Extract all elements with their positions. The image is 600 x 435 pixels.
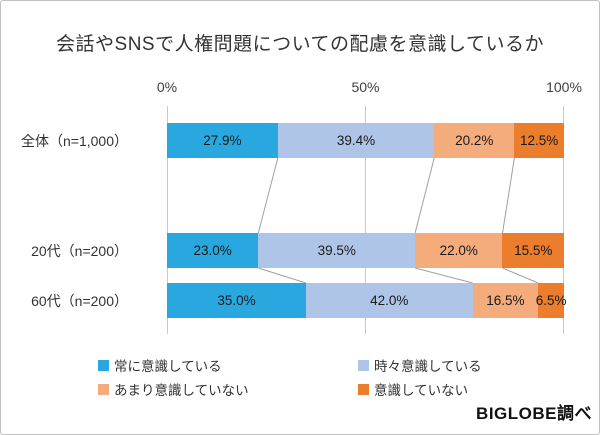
bar-segment: 42.0% bbox=[305, 283, 473, 318]
bar-value-label: 39.4% bbox=[336, 133, 376, 148]
bar-segment: 16.5% bbox=[472, 283, 539, 318]
bar-segment: 39.4% bbox=[277, 123, 435, 158]
x-tick-label: 50% bbox=[351, 79, 380, 95]
bar-value-label: 23.0% bbox=[193, 243, 232, 258]
gridline bbox=[167, 106, 168, 334]
bar-segment: 22.0% bbox=[415, 233, 503, 268]
gridline bbox=[365, 106, 366, 334]
bar-value-label: 35.0% bbox=[217, 293, 256, 308]
category-label: 全体（n=1,000） bbox=[21, 132, 128, 149]
bar-segment: 6.5% bbox=[535, 283, 567, 318]
legend-swatch bbox=[98, 359, 109, 371]
bar-value-label: 42.0% bbox=[370, 293, 409, 308]
category-label: 20代（n=200） bbox=[31, 242, 128, 259]
legend-item: 常に意識している bbox=[98, 355, 222, 375]
x-tick-label: 0% bbox=[156, 79, 178, 95]
bar-value-label: 22.0% bbox=[439, 243, 478, 258]
bar-row: 35.0% 42.0% 16.5% 6.5% bbox=[167, 283, 567, 318]
connector-lines bbox=[257, 157, 539, 284]
bar-value-label: 12.5% bbox=[520, 133, 559, 148]
bar-value-label: 6.5% bbox=[535, 293, 567, 308]
legend-label: 常に意識している bbox=[114, 359, 222, 374]
legend-label: 意識していない bbox=[374, 383, 469, 398]
bar-row: 27.9% 39.4% 20.2% 12.5% bbox=[167, 123, 564, 158]
legend-label: あまり意識していない bbox=[114, 383, 249, 398]
bar-segment: 27.9% bbox=[167, 123, 278, 158]
legend-swatch bbox=[358, 359, 369, 371]
bar-segment: 23.0% bbox=[167, 233, 259, 268]
x-tick-label: 100% bbox=[546, 79, 582, 95]
bar-value-label: 16.5% bbox=[486, 293, 525, 308]
category-label: 60代（n=200） bbox=[31, 292, 128, 309]
gridline bbox=[563, 106, 564, 334]
bar-segment: 35.0% bbox=[167, 283, 306, 318]
bar-segment: 15.5% bbox=[502, 233, 564, 268]
legend-swatch bbox=[358, 383, 369, 395]
bar-value-label: 15.5% bbox=[514, 243, 553, 258]
source-credit: BIGLOBE調べ bbox=[476, 404, 592, 423]
bar-value-label: 20.2% bbox=[455, 133, 494, 148]
bar-segment: 12.5% bbox=[514, 123, 564, 158]
bar-segment: 20.2% bbox=[434, 123, 515, 158]
plot-area: 27.9% 39.4% 20.2% 12.5% 23.0% 39.5% 22.0% 15.5%… bbox=[167, 106, 567, 334]
legend-swatch bbox=[98, 383, 109, 395]
legend-item: 意識していない bbox=[358, 379, 468, 399]
legend-label: 時々意識している bbox=[374, 359, 482, 374]
chart-title: 会話やSNSで人権問題についての配慮を意識しているか bbox=[56, 34, 544, 55]
bar-value-label: 27.9% bbox=[203, 133, 242, 148]
bar-value-label: 39.5% bbox=[317, 243, 356, 258]
bar-segment: 39.5% bbox=[258, 233, 416, 268]
legend-item: 時々意識している bbox=[358, 355, 482, 375]
legend-item: あまり意識していない bbox=[98, 379, 249, 399]
bar-row: 23.0% 39.5% 22.0% 15.5% bbox=[167, 233, 564, 268]
